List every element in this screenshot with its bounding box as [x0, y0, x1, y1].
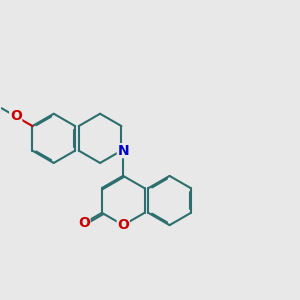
- Text: O: O: [117, 218, 129, 232]
- Text: N: N: [117, 144, 129, 158]
- Text: O: O: [10, 110, 22, 123]
- Text: O: O: [78, 216, 90, 230]
